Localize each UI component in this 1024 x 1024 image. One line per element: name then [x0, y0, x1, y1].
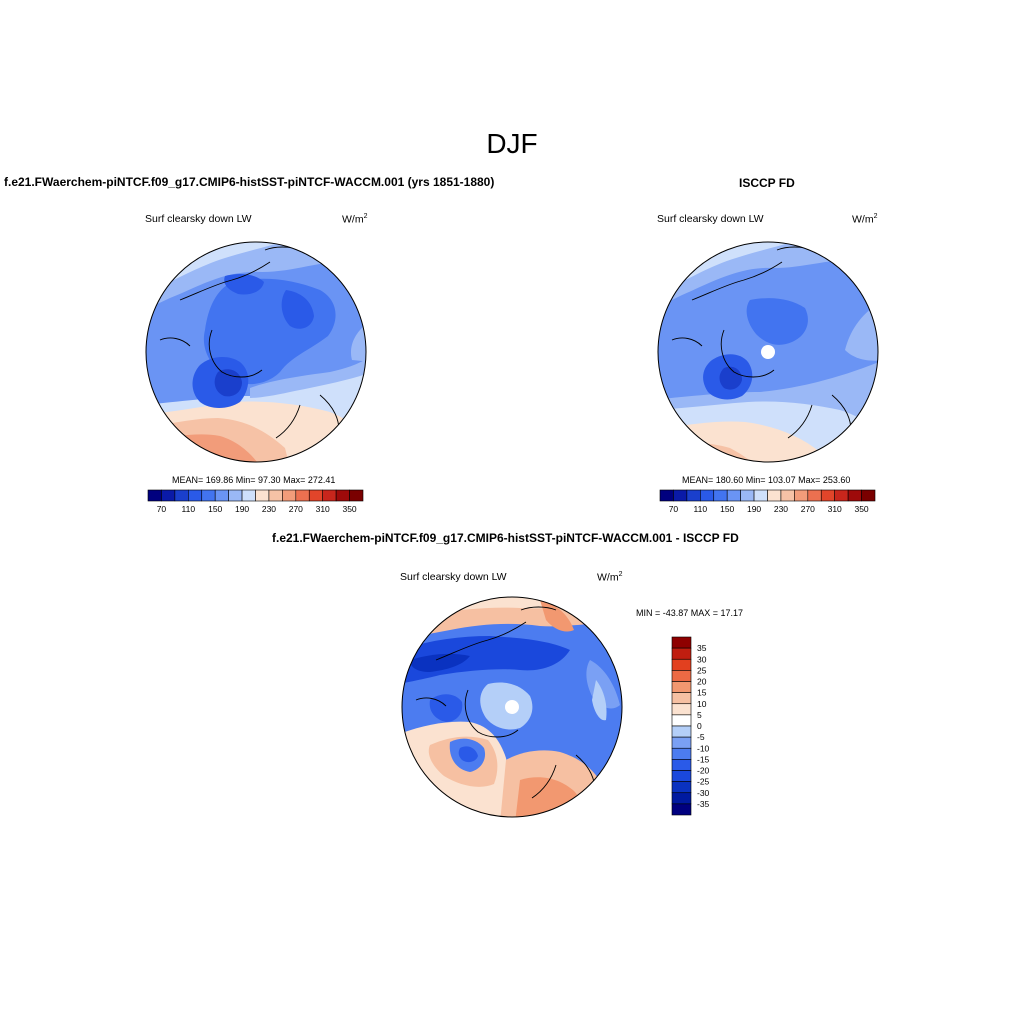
diff-colorbar-box — [671, 781, 692, 794]
obs-colorbar-box — [686, 489, 701, 502]
obs-colorbar-label: 310 — [828, 504, 842, 514]
diff-colorbar-label: -5 — [697, 732, 705, 742]
obs-colorbar-box — [820, 489, 835, 502]
obs-colorbar-box — [726, 489, 741, 502]
diff-colorbar-box — [671, 692, 692, 705]
obs-colorbar-box — [847, 489, 862, 502]
diff-colorbar-label: 30 — [697, 654, 707, 664]
model-panel-heading: f.e21.FWaerchem-piNTCF.f09_g17.CMIP6-his… — [4, 175, 495, 189]
model-colorbar-box — [241, 489, 256, 502]
obs-panel-stats: MEAN= 180.60 Min= 103.07 Max= 253.60 — [682, 475, 851, 485]
diff-colorbar-box — [671, 803, 692, 816]
obs-panel-subtitle: Surf clearsky down LW — [657, 213, 764, 225]
model-panel-units: W/m2 — [342, 213, 368, 226]
diff-colorbar-label: 15 — [697, 688, 707, 698]
diff-panel-subtitle: Surf clearsky down LW — [400, 571, 507, 583]
obs-colorbar-label: 230 — [774, 504, 788, 514]
obs-colorbar-label: 270 — [801, 504, 815, 514]
model-colorbar-box — [228, 489, 243, 502]
obs-colorbar-box — [713, 489, 728, 502]
diff-colorbar-box — [671, 759, 692, 771]
model-colorbar-box — [174, 489, 189, 502]
diff-panel-units: W/m2 — [597, 571, 623, 584]
model-panel-stats: MEAN= 169.86 Min= 97.30 Max= 272.41 — [172, 475, 336, 485]
diff-colorbar-label: -25 — [697, 777, 710, 787]
model-colorbar-box — [268, 489, 283, 502]
diff-colorbar-label: -35 — [697, 799, 710, 809]
obs-colorbar-box — [700, 489, 715, 502]
model-panel-subtitle: Surf clearsky down LW — [145, 213, 252, 225]
model-colorbar-box — [322, 489, 337, 502]
diff-colorbar-box — [671, 681, 692, 693]
model-colorbar-box — [255, 489, 270, 502]
model-colorbar-label: 230 — [262, 504, 276, 514]
model-colorbar-box — [188, 489, 203, 502]
obs-colorbar-box — [753, 489, 768, 502]
obs-colorbar-label: 110 — [694, 504, 708, 514]
diff-colorbar-box — [671, 658, 692, 671]
model-colorbar-box — [295, 489, 310, 502]
diff-panel-heading: f.e21.FWaerchem-piNTCF.f09_g17.CMIP6-his… — [272, 531, 739, 545]
diff-colorbar-box — [671, 792, 692, 805]
diff-colorbar-box — [671, 636, 692, 649]
obs-colorbar-box — [861, 489, 876, 502]
model-colorbar-label: 350 — [342, 504, 356, 514]
diff-colorbar-box — [671, 714, 692, 727]
diff-colorbar-label: -15 — [697, 754, 710, 764]
model-colorbar-label: 310 — [316, 504, 330, 514]
diff-colorbar-box — [671, 736, 692, 749]
model-colorbar-label: 150 — [208, 504, 222, 514]
diff-colorbar-box — [671, 647, 692, 660]
model-colorbar: 70 110 150 190 230 270 310 350 — [147, 489, 364, 514]
model-colorbar-box — [282, 489, 297, 502]
model-colorbar-box — [349, 489, 364, 502]
obs-colorbar-label: 190 — [747, 504, 761, 514]
model-colorbar-label: 270 — [289, 504, 303, 514]
obs-colorbar-box — [673, 489, 688, 502]
diff-colorbar-label: -10 — [697, 743, 710, 753]
obs-colorbar-box — [740, 489, 755, 502]
model-colorbar-box — [308, 489, 323, 502]
diff-colorbar-label: 35 — [697, 643, 707, 653]
diff-colorbar-box — [671, 770, 692, 782]
model-colorbar-label: 110 — [182, 504, 196, 514]
obs-colorbar-label: 350 — [854, 504, 868, 514]
obs-panel-units: W/m2 — [852, 213, 878, 226]
diff-colorbar-label: 10 — [697, 699, 707, 709]
obs-colorbar-box — [807, 489, 822, 502]
diff-panel-stats: MIN = -43.87 MAX = 17.17 — [636, 608, 744, 618]
diff-colorbar-label: -20 — [697, 766, 710, 776]
page-title: DJF — [486, 128, 538, 159]
model-colorbar-label: 190 — [235, 504, 249, 514]
model-colorbar-box — [201, 489, 216, 502]
diff-map — [401, 596, 623, 818]
obs-colorbar-label: 150 — [720, 504, 734, 514]
diff-colorbar-label: 5 — [697, 710, 702, 720]
diff-colorbar-label: -30 — [697, 788, 710, 798]
obs-colorbar-box — [659, 489, 674, 502]
obs-map — [657, 241, 879, 463]
obs-colorbar-label: 70 — [669, 504, 679, 514]
model-colorbar-box — [147, 489, 162, 502]
obs-colorbar-box — [834, 489, 849, 502]
model-colorbar-box — [335, 489, 350, 502]
model-colorbar-label: 70 — [157, 504, 167, 514]
diff-colorbar-box — [671, 747, 692, 760]
diff-colorbar-box — [671, 703, 692, 716]
model-colorbar-box — [161, 489, 176, 502]
diff-colorbar-label: 20 — [697, 677, 707, 687]
obs-panel-heading: ISCCP FD — [739, 176, 795, 190]
obs-colorbar-box — [794, 489, 809, 502]
obs-colorbar-box — [780, 489, 795, 502]
diff-colorbar-box — [671, 670, 692, 682]
model-colorbar-box — [214, 489, 229, 502]
model-map — [145, 241, 367, 463]
obs-colorbar: 70 110 150 190 230 270 310 350 — [659, 489, 876, 514]
diff-colorbar-label: 0 — [697, 721, 702, 731]
diff-colorbar-label: 25 — [697, 665, 707, 675]
obs-colorbar-box — [767, 489, 782, 502]
diff-colorbar-box — [671, 725, 692, 738]
